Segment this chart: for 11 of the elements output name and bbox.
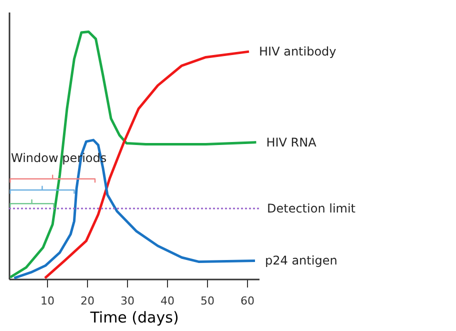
series-label: p24 antigen bbox=[265, 254, 338, 268]
series-label: HIV RNA bbox=[266, 135, 318, 150]
x-tick-label: 10 bbox=[40, 294, 54, 308]
x-tick-label: 60 bbox=[240, 294, 254, 308]
x-tick-label: 40 bbox=[160, 294, 174, 308]
x-axis-title: Time (days) bbox=[89, 308, 179, 326]
x-tick-label: 20 bbox=[80, 294, 94, 308]
ref-line-label: Detection limit bbox=[267, 202, 356, 216]
x-tick-label: 50 bbox=[200, 294, 214, 308]
x-tick-label: 30 bbox=[120, 294, 134, 308]
series-label: HIV antibody bbox=[259, 44, 336, 59]
